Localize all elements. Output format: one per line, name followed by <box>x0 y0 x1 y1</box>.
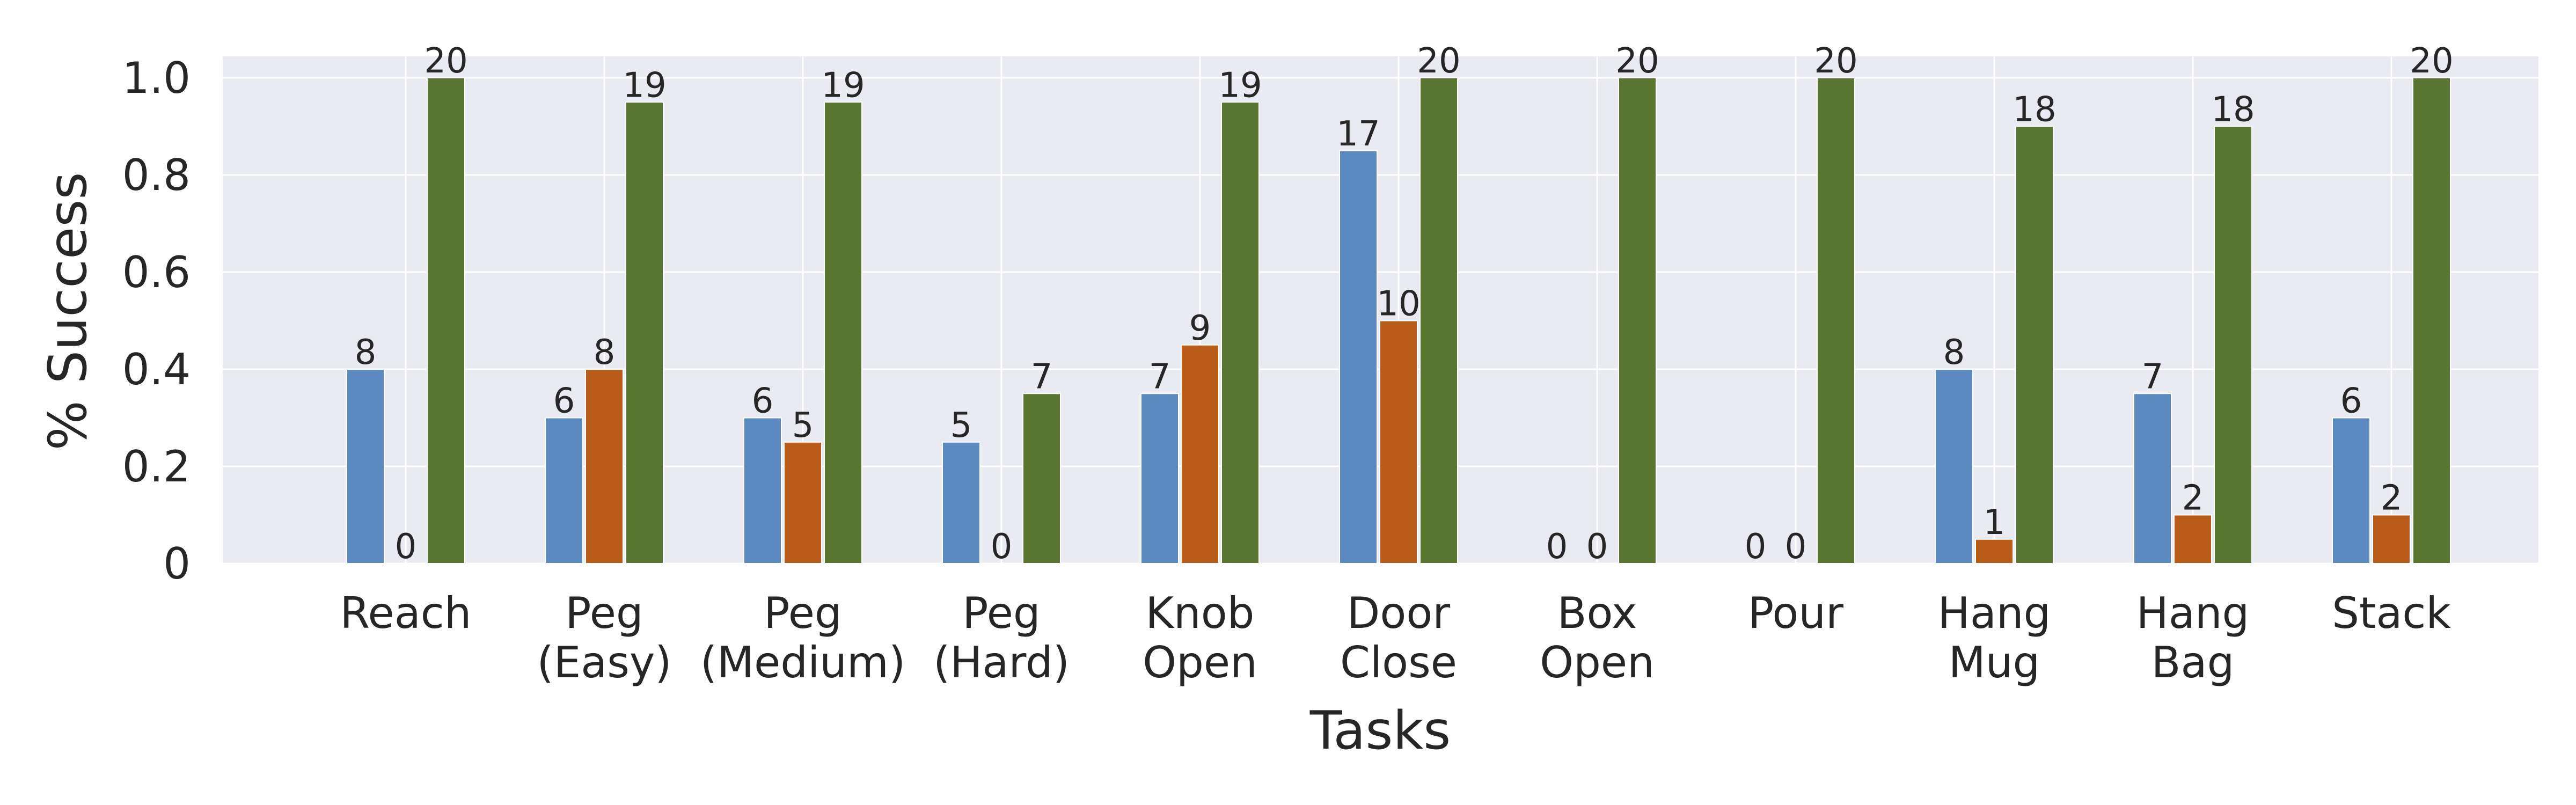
bar <box>2332 417 2370 564</box>
bar-value-label: 20 <box>1417 41 1460 81</box>
bar-value-label: 0 <box>1745 527 1767 567</box>
bar-value-label: 20 <box>1615 41 1659 81</box>
x-tick-label: Knob <box>1146 588 1255 638</box>
bar-value-label: 20 <box>2410 41 2453 81</box>
bar <box>346 369 385 564</box>
bar <box>545 417 583 564</box>
y-tick-label: 0 <box>163 539 191 589</box>
bar-value-label: 17 <box>1336 114 1380 154</box>
bar <box>1181 344 1219 564</box>
bar <box>427 77 465 564</box>
bar-value-label: 8 <box>1943 333 1965 372</box>
bar-value-label: 5 <box>950 406 972 445</box>
bar <box>2174 514 2212 564</box>
bar-value-label: 6 <box>2340 382 2362 421</box>
bar-value-label: 7 <box>2142 357 2164 397</box>
x-tick-label: (Easy) <box>537 638 671 687</box>
bar-value-label: 2 <box>2381 479 2403 518</box>
x-tick-label: Open <box>1143 638 1257 687</box>
bar <box>2214 126 2252 564</box>
bar-value-label: 18 <box>2211 90 2255 130</box>
bar <box>585 369 624 564</box>
bar-value-label: 0 <box>1586 527 1608 567</box>
y-tick-label: 0.8 <box>122 150 191 200</box>
x-tick-label: Peg <box>764 588 841 638</box>
x-tick-label: Reach <box>340 588 472 638</box>
y-tick-label: 1.0 <box>122 53 191 103</box>
bar <box>1140 393 1179 564</box>
bar-value-label: 18 <box>2012 90 2056 130</box>
x-tick-label: Box <box>1557 588 1637 638</box>
x-tick-label: Mug <box>1949 638 2040 687</box>
bar-value-label: 10 <box>1377 284 1420 324</box>
x-tick-label: Door <box>1347 588 1450 638</box>
x-tick-label: Pour <box>1748 588 1843 638</box>
y-tick-label: 0.4 <box>122 345 191 394</box>
bar-value-label: 19 <box>623 65 666 105</box>
y-tick-label: 0.2 <box>122 442 191 492</box>
bar <box>2412 77 2451 564</box>
x-tick-label: Stack <box>2332 588 2451 638</box>
x-tick-label: Bag <box>2151 638 2235 687</box>
bar-value-label: 0 <box>395 527 417 567</box>
bar <box>1975 538 2014 564</box>
x-axis-title: Tasks <box>1309 700 1451 762</box>
x-tick-label: Close <box>1340 638 1457 687</box>
bar <box>625 101 664 564</box>
x-tick-label: Hang <box>1938 588 2051 638</box>
bar-value-label: 8 <box>355 333 377 372</box>
bar-value-label: 0 <box>991 527 1013 567</box>
bar-value-label: 20 <box>1814 41 1857 81</box>
bar <box>1221 101 1260 564</box>
x-tick-label: Open <box>1540 638 1655 687</box>
bar-value-label: 19 <box>821 65 865 105</box>
bar <box>784 441 822 564</box>
x-tick-label: (Medium) <box>700 638 905 687</box>
y-tick-labels: 0 0.2 0.4 0.6 0.8 1.0 <box>122 53 191 589</box>
bar <box>2372 514 2411 564</box>
bar-value-label: 7 <box>1031 357 1053 397</box>
x-tick-label: (Hard) <box>933 638 1070 687</box>
bar-value-label: 20 <box>424 41 467 81</box>
bar-value-label: 5 <box>792 406 814 445</box>
bar-value-label: 0 <box>1785 527 1807 567</box>
bar-value-label: 19 <box>1218 65 1262 105</box>
bar <box>1817 77 1855 564</box>
bar <box>1379 320 1418 564</box>
bar-value-label: 0 <box>1546 527 1568 567</box>
bar <box>1618 77 1657 564</box>
bar-value-label: 7 <box>1149 357 1171 397</box>
bar <box>824 101 862 564</box>
bar <box>942 441 980 564</box>
bar <box>1419 77 1458 564</box>
x-tick-labels: Reach Peg(Easy)Peg(Medium)Peg(Hard)KnobOp… <box>340 588 2451 687</box>
y-tick-label: 0.6 <box>122 247 191 297</box>
bar-value-label: 2 <box>2182 479 2204 518</box>
x-tick-label: Peg <box>962 588 1040 638</box>
bar-value-label: 6 <box>752 382 774 421</box>
x-tick-label: Hang <box>2136 588 2250 638</box>
x-tick-label: Peg <box>565 588 643 638</box>
bar <box>1022 393 1061 564</box>
bar <box>2015 126 2054 564</box>
bar-value-label: 6 <box>553 382 575 421</box>
bar <box>1935 369 1973 564</box>
bar <box>2133 393 2172 564</box>
bar-value-label: 9 <box>1189 309 1211 348</box>
bar-value-label: 8 <box>594 333 616 372</box>
bar <box>743 417 782 564</box>
bar <box>1339 150 1378 564</box>
bar-value-label: 1 <box>1984 503 2006 543</box>
y-axis-title: % Success <box>38 172 99 451</box>
